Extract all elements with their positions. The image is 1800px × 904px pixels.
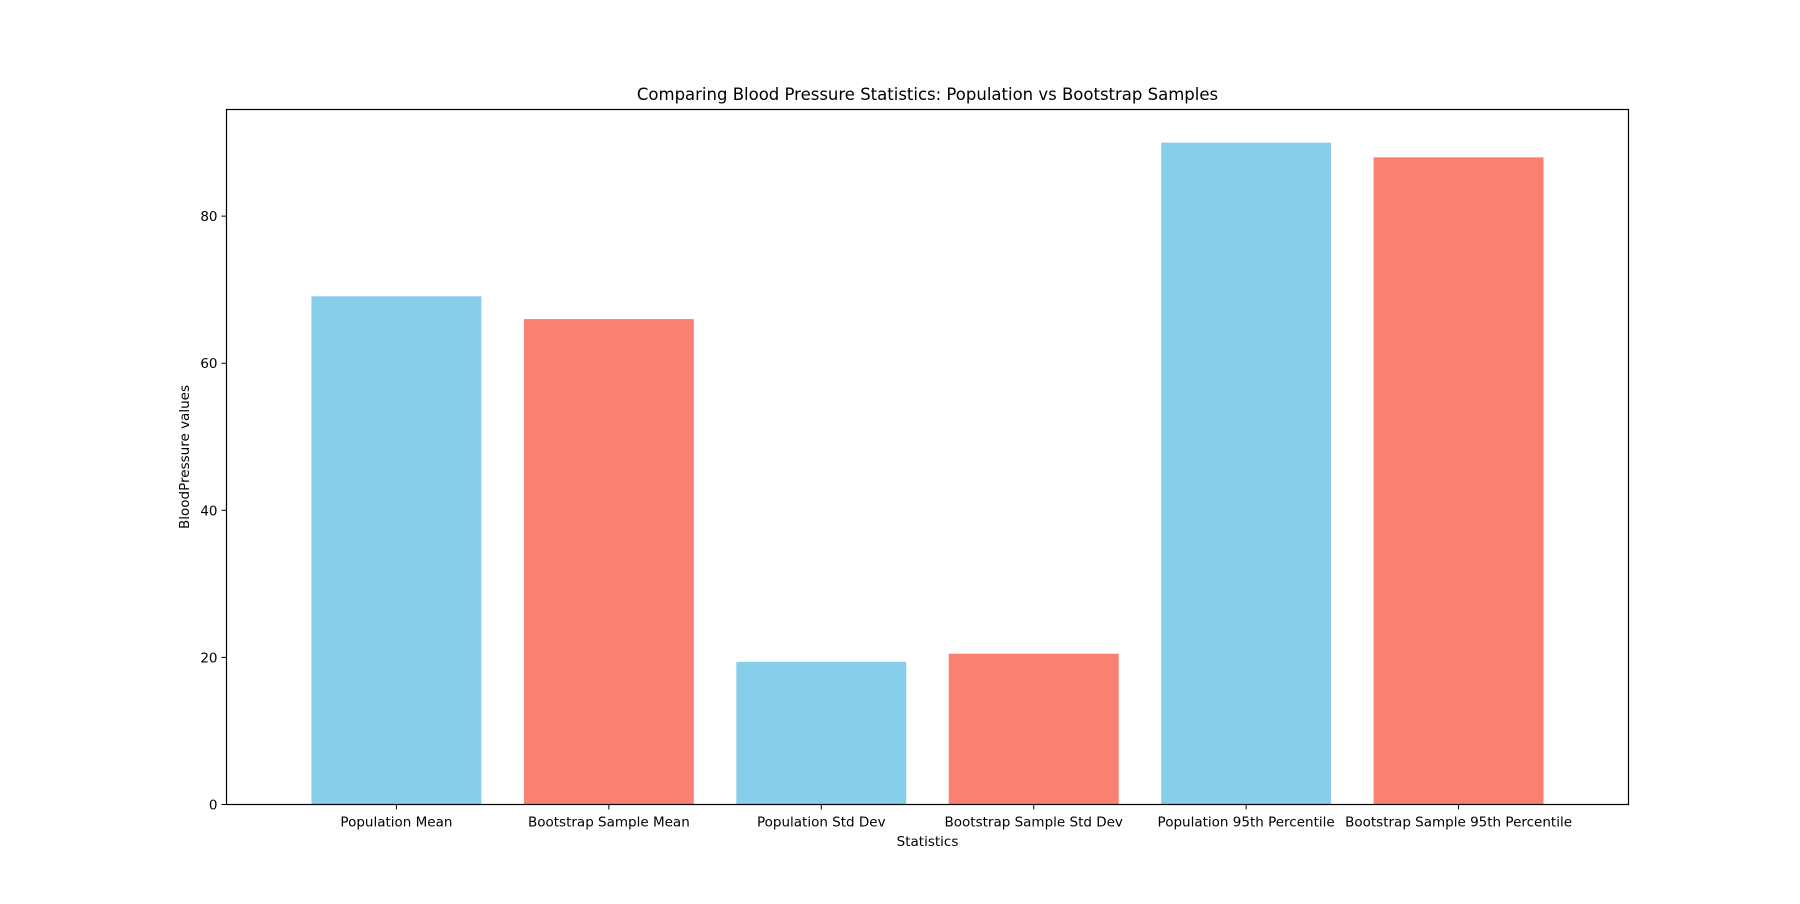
x-axis-label: Statistics (897, 834, 959, 850)
x-tick-label: Population Std Dev (757, 815, 886, 831)
bar-6 (1373, 157, 1544, 805)
y-tick-label: 0 (209, 798, 218, 814)
y-tick-label: 80 (200, 209, 217, 225)
y-axis-label: BloodPressure values (177, 385, 193, 529)
y-tick-label: 60 (200, 356, 217, 372)
y-axis: 0 20 40 60 80 (200, 209, 227, 814)
x-tick-label: Bootstrap Sample 95th Percentile (1345, 815, 1572, 831)
bar-5 (1161, 142, 1332, 805)
x-tick-label: Bootstrap Sample Std Dev (945, 815, 1123, 831)
chart-title: Comparing Blood Pressure Statistics: Pop… (637, 85, 1218, 104)
x-tick-label: Population 95th Percentile (1158, 815, 1335, 831)
bar-1 (311, 296, 482, 805)
y-tick-label: 20 (200, 650, 217, 666)
bars-layer (311, 142, 1544, 805)
x-tick-label: Bootstrap Sample Mean (528, 815, 690, 831)
bar-3 (736, 661, 907, 805)
plot-area-frame (225, 108, 1630, 806)
bar-4 (948, 653, 1119, 805)
bar-2 (523, 319, 694, 805)
x-tick-label: Population Mean (340, 815, 452, 831)
y-tick-label: 40 (200, 503, 217, 519)
x-axis: Population Mean Bootstrap Sample Mean Popu… (340, 804, 1572, 831)
